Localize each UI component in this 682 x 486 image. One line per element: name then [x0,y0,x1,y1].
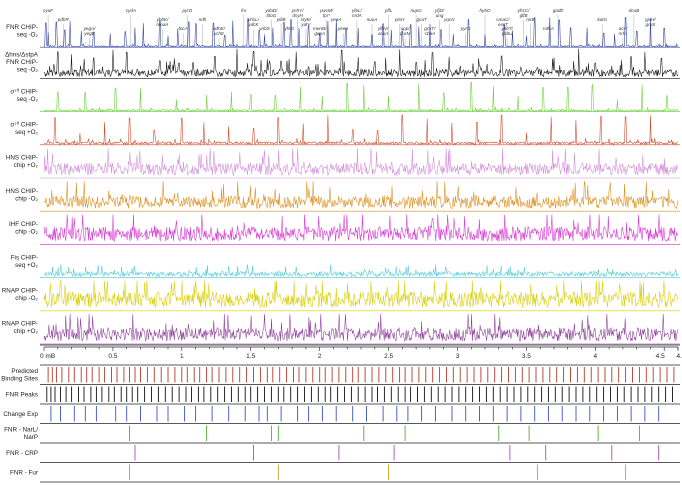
track-label: HNS CHIP-chip +O₂ [6,155,39,170]
gene-label: ynhY/dsyH [291,8,304,18]
gene-label: fnr [241,8,247,13]
gene-label: upp/purM [399,26,411,36]
gene-label: menB/gapA [313,26,327,36]
track-label: HNS CHIP-chip -O₂ [6,188,39,203]
site-row-label: Predicted Binding Sites [1,368,38,383]
x-tick-label: 2 [318,353,322,360]
gene-label: cyaF [43,8,54,13]
binding-site-layer: Predicted Binding Sites FNR Peaks Change Ex… [1,364,680,483]
gene-label: nupG [410,8,422,13]
gene-label: hybO [480,8,491,13]
x-tick-label: 1.5 [246,353,255,360]
site-row-label: FNR Peaks [6,391,38,398]
gene-label: pyrD [181,8,192,13]
site-row-label: FNR - NarL/NarP [4,427,38,442]
genome-position-axis: 0 mB 0.5 1 1.5 2 2.5 3 3.5 4 4.5 4.6 [40,346,682,360]
gene-label: ndhA [543,26,554,31]
gene-label: yffL [384,8,393,13]
gene-label: yfbV/ackA [377,26,389,36]
gene-label: ywcM/fpr* [319,8,334,18]
gene-label: yeeA [337,26,348,31]
track-label: RNAP CHIP-chip -O₂ [2,287,39,302]
x-tick-label: 3 [456,353,460,360]
track-signal-line [43,280,679,309]
site-row-label: FNR - Fur [10,469,38,476]
track-signal-line [43,314,679,343]
track-signal-line [43,114,679,146]
track-label: IHF CHIP-chip -O₂ [9,221,39,236]
track-label: RNAP CHIP-chip +O₂ [2,321,39,336]
gene-label: ybbK/moaA [156,17,169,27]
gene-label: focA [179,26,188,31]
gene-label: cmaC/excT [496,17,510,27]
gene-label: nuoA [367,17,378,22]
gene-label: ynbS [258,26,270,31]
site-row-label: FNR - CRP [6,450,38,457]
track-label: σ⁷⁰ CHIP-seq +O₂ [10,122,38,137]
x-tick-label: 4 [593,353,597,360]
gene-label: dcuB [629,8,639,13]
gene-label: yhcL/ydcK [247,17,260,27]
gene-label: yqcN [443,17,455,22]
gene-label: ndh [199,17,207,22]
x-tick-label: 2.5 [384,353,393,360]
x-tick-label: 3.5 [522,353,531,360]
gene-label: katG [597,17,607,22]
gene-label: acs/nrfA [619,26,628,36]
x-tick-label: 0.5 [108,353,117,360]
gene-label: gcaT [416,17,427,22]
x-tick-label: 4.5 [656,353,665,360]
x-tick-label: 1 [180,353,184,360]
x-tick-label: 4.6 [676,353,682,360]
track-label: σ⁷⁰ CHIP-seq -O₂ [10,88,38,103]
gene-label: nirB [526,17,534,22]
x-tick-label: 0 mB [40,353,55,360]
gene-label: yegA/yegE [83,26,96,36]
gene-label: pdhR [57,17,70,22]
gene-label: styK/ydiV [300,17,311,27]
gene-label: yhbT/yhbU [500,26,513,36]
track-signal-line [43,82,679,113]
chip-seq-track-layer: FNR CHIP-seq -O₂ Δhns/ΔstpA FNR CHIP-seq -… [2,17,680,345]
gene-label: gadE [553,8,565,13]
track-signal-line [43,264,679,278]
gene-label: ydaD/ldoG [264,8,278,18]
gene-label: yfeL/nrdA [351,8,363,18]
gene-label: yeaA [330,17,341,22]
track-label: FNR CHIP-seq -O₂ [6,24,38,39]
gene-label: adhE/ychE [213,26,226,36]
track-signal-line [43,214,679,242]
track-signal-line [43,48,679,78]
track-label: Δhns/ΔstpA FNR CHIP-seq -O₂ [5,51,39,73]
gene-label: ydiB [276,17,286,22]
gene-label: yfjD/ung [434,8,445,18]
gene-label: ptsH [394,17,405,22]
gene-label: pyrG [460,26,471,31]
track-signal-line [43,17,679,48]
site-row-label: Change Exp [3,411,38,418]
track-label: Fis CHIP-seq +O₂ [11,254,39,269]
gene-label: cydA [126,8,136,13]
track-signal-line [43,181,679,210]
gene-label: yhcC/glfB [517,8,530,18]
gene-label: yhfG [283,26,294,31]
track-signal-line [43,148,679,177]
